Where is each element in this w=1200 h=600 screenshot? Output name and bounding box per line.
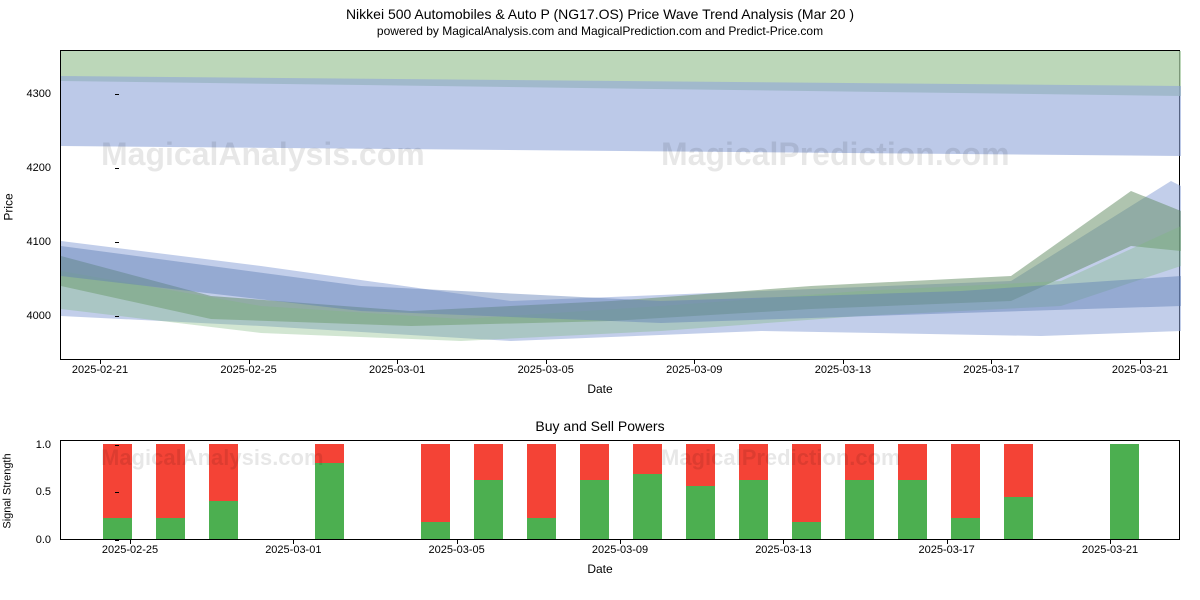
x-tick-label: 2025-02-25 bbox=[220, 364, 276, 376]
sell-power-bar bbox=[633, 444, 662, 474]
buy-power-bar bbox=[103, 518, 132, 539]
sell-power-bar bbox=[527, 444, 556, 518]
y-tick-label: 4200 bbox=[27, 162, 51, 174]
buy-power-bar bbox=[792, 522, 821, 539]
y-tick-label: 4100 bbox=[27, 236, 51, 248]
y-tick-label: 4300 bbox=[27, 88, 51, 100]
x-tick-label: 2025-03-13 bbox=[755, 544, 811, 556]
buy-power-bar bbox=[209, 501, 238, 539]
watermark-right-top: MagicalPrediction.com bbox=[661, 136, 1010, 173]
x-tick-label: 2025-03-09 bbox=[592, 544, 648, 556]
sell-power-bar bbox=[1004, 444, 1033, 497]
top-x-axis-label: Date bbox=[0, 382, 1200, 396]
y-tick-label: 0.5 bbox=[36, 486, 51, 498]
x-tick-label: 2025-03-01 bbox=[369, 364, 425, 376]
main-title: Nikkei 500 Automobiles & Auto P (NG17.OS… bbox=[0, 0, 1200, 22]
bottom-chart-title: Buy and Sell Powers bbox=[0, 418, 1200, 434]
buy-power-bar bbox=[951, 518, 980, 539]
x-tick-label: 2025-03-05 bbox=[518, 364, 574, 376]
bottom-x-axis-label: Date bbox=[0, 562, 1200, 576]
buy-power-bar bbox=[421, 522, 450, 539]
watermark-right-bottom: MagicalPrediction.com bbox=[661, 445, 901, 471]
buy-power-bar bbox=[527, 518, 556, 539]
y-tick-label: 1.0 bbox=[36, 439, 51, 451]
top-y-ticks: 4000 4100 4200 4300 bbox=[0, 50, 55, 360]
x-tick-label: 2025-03-17 bbox=[919, 544, 975, 556]
watermark-left-top: MagicalAnalysis.com bbox=[101, 136, 425, 173]
x-tick-label: 2025-03-21 bbox=[1112, 364, 1168, 376]
x-tick-label: 2025-03-09 bbox=[666, 364, 722, 376]
buy-power-bar bbox=[686, 486, 715, 539]
buy-power-bar bbox=[1110, 444, 1139, 539]
x-tick-label: 2025-03-01 bbox=[265, 544, 321, 556]
bottom-chart-plot-area: MagicalAnalysis.com MagicalPrediction.co… bbox=[60, 440, 1180, 540]
buy-power-bar bbox=[474, 480, 503, 539]
buy-power-bar bbox=[156, 518, 185, 539]
sell-power-bar bbox=[421, 444, 450, 522]
buy-power-bar bbox=[739, 480, 768, 539]
sell-power-bar bbox=[951, 444, 980, 518]
x-tick-label: 2025-03-21 bbox=[1082, 544, 1138, 556]
x-tick-label: 2025-03-17 bbox=[963, 364, 1019, 376]
sub-title: powered by MagicalAnalysis.com and Magic… bbox=[0, 22, 1200, 38]
y-tick-label: 0.0 bbox=[36, 534, 51, 546]
chart-container: Nikkei 500 Automobiles & Auto P (NG17.OS… bbox=[0, 0, 1200, 600]
buy-power-bar bbox=[633, 474, 662, 539]
bottom-y-ticks: 0.00.51.0 bbox=[0, 440, 55, 540]
x-tick-label: 2025-02-21 bbox=[72, 364, 128, 376]
sell-power-bar bbox=[474, 444, 503, 480]
buy-power-bar bbox=[1004, 497, 1033, 539]
x-tick-label: 2025-03-13 bbox=[815, 364, 871, 376]
y-tick-label: 4000 bbox=[27, 310, 51, 322]
top-chart-plot-area: MagicalAnalysis.com MagicalPrediction.co… bbox=[60, 50, 1180, 360]
buy-power-bar bbox=[580, 480, 609, 539]
buy-power-bar bbox=[898, 480, 927, 539]
x-tick-label: 2025-03-05 bbox=[429, 544, 485, 556]
x-tick-label: 2025-02-25 bbox=[102, 544, 158, 556]
price-wave-bands bbox=[61, 51, 1181, 361]
buy-power-bar bbox=[845, 480, 874, 539]
buy-power-bar bbox=[315, 463, 344, 539]
sell-power-bar bbox=[898, 444, 927, 480]
sell-power-bar bbox=[580, 444, 609, 480]
watermark-left-bottom: MagicalAnalysis.com bbox=[101, 445, 324, 471]
